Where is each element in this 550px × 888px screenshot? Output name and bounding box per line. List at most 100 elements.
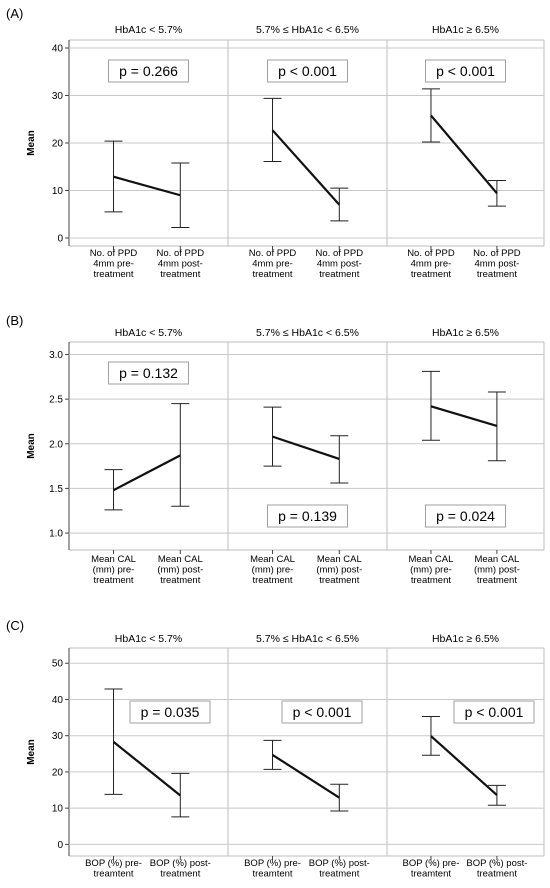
y-tick-label: 30 <box>52 731 64 742</box>
x-category-label: BOP (%) pre- <box>403 858 460 869</box>
x-category-label: BOP (%) post- <box>150 858 211 869</box>
y-tick-label: 1.5 <box>49 484 63 495</box>
x-category-label: treatment <box>477 869 517 880</box>
x-category-label: Mean CAL <box>474 554 519 565</box>
x-category-label: Mean CAL <box>250 554 295 565</box>
p-value-box <box>281 700 363 724</box>
panel-title: HbA1c ≥ 6.5% <box>432 24 499 36</box>
panel-3: HbA1c ≥ 6.5%Mean CAL(mm) pre-treatmentMe… <box>409 327 520 586</box>
x-category-label: treatment <box>319 869 359 880</box>
y-tick-label: 0 <box>57 840 63 851</box>
x-category-label: treatment <box>411 269 451 280</box>
panel-3: HbA1c ≥ 6.5% BOP (%) pre-treamtent BOP (%)… <box>403 633 535 880</box>
x-category-label: treatment <box>319 269 359 280</box>
x-category-label: No. of PPD <box>407 248 455 259</box>
x-category-label: 4mm pre- <box>252 259 293 270</box>
p-value-label: p < 0.001 <box>465 704 524 720</box>
panel-title: HbA1c ≥ 6.5% <box>432 327 499 339</box>
x-category-label: 4mm post- <box>158 259 203 270</box>
mean-line <box>113 175 181 197</box>
panel-2: 5.7% ≤ HbA1c < 6.5%Mean CAL(mm) pre-trea… <box>250 327 362 586</box>
x-category-label: treamtent <box>93 869 133 880</box>
x-category-label: Mean CAL <box>158 554 203 565</box>
y-tick-label: 2.0 <box>49 439 63 450</box>
p-value-box <box>425 504 506 528</box>
x-category-label: No. of PPD <box>249 248 297 259</box>
y-tick-label: 50 <box>52 659 64 670</box>
y-axis-label: Mean <box>26 433 37 459</box>
y-tick-label: 2.5 <box>49 395 63 406</box>
x-category-label: 4mm pre- <box>93 259 134 270</box>
figure-label: (A) <box>6 6 23 21</box>
x-category-label: treatment <box>160 575 200 586</box>
p-value-box <box>267 59 348 83</box>
chart-c: (C) 0 10 20 30 40 50 Mean HbA1c < 5.7% BOP (%) pr… <box>6 618 545 880</box>
x-category-label: BOP (%) pre- <box>244 858 301 869</box>
y-tick-label: 10 <box>52 804 64 815</box>
panel-title: 5.7% ≤ HbA1c < 6.5% <box>256 24 359 36</box>
panel-2: 5.7% ≤ HbA1c < 6.5% BOP (%) pre-treamtent… <box>244 633 370 880</box>
p-value-box <box>453 700 535 724</box>
x-category-label: treatment <box>160 869 200 880</box>
x-category-label: treatment <box>160 269 200 280</box>
y-tick-label: 40 <box>52 44 64 55</box>
chart-b: (B) 1.0 1.5 2.0 2.5 3.0 Mean HbA1c < 5.7% Mean C… <box>6 313 545 586</box>
panel-title: HbA1c < 5.7% <box>115 633 182 645</box>
p-value-label: p = 0.024 <box>436 508 495 524</box>
p-value-label: p = 0.035 <box>141 704 200 720</box>
x-category-label: (mm) pre- <box>93 565 135 576</box>
x-category-label: Mean CAL <box>91 554 136 565</box>
p-value-label: p = 0.132 <box>119 365 178 381</box>
p-value-label: p < 0.001 <box>278 63 337 79</box>
y-tick-label: 30 <box>52 91 64 102</box>
y-tick-label: 3.0 <box>49 350 63 361</box>
x-category-label: 4mm post- <box>317 259 362 270</box>
p-value-box <box>108 361 189 385</box>
panel-1: HbA1c < 5.7% BOP (%) pre-treamtent BOP (%)… <box>85 633 211 880</box>
x-category-label: (mm) post- <box>474 565 520 576</box>
y-axis-label: Mean <box>26 739 37 765</box>
mean-line <box>271 753 340 799</box>
x-category-label: No. of PPD <box>316 248 364 259</box>
panel-title: HbA1c < 5.7% <box>115 24 182 36</box>
mean-line <box>112 740 181 797</box>
figure-label: (C) <box>6 618 24 633</box>
mean-line <box>430 114 498 195</box>
mean-line <box>113 454 181 492</box>
mean-line <box>272 435 340 460</box>
x-category-label: treamtent <box>252 869 292 880</box>
x-category-label: (mm) post- <box>316 565 362 576</box>
x-category-label: treatment <box>252 269 292 280</box>
p-value-box <box>108 59 189 83</box>
x-category-label: 4mm pre- <box>411 259 452 270</box>
x-category-label: treatment <box>477 269 517 280</box>
panel-title: 5.7% ≤ HbA1c < 6.5% <box>256 633 359 645</box>
p-value-box <box>129 700 211 724</box>
x-category-label: BOP (%) post- <box>309 858 370 869</box>
y-tick-label: 10 <box>52 186 64 197</box>
y-axis-label: Mean <box>26 130 37 156</box>
panel-title: HbA1c ≥ 6.5% <box>432 633 499 645</box>
x-category-label: treatment <box>477 575 517 586</box>
x-category-label: 4mm post- <box>474 259 519 270</box>
x-category-label: Mean CAL <box>317 554 362 565</box>
x-category-label: treatment <box>93 575 133 586</box>
y-tick-label: 0 <box>57 234 63 245</box>
x-category-label: treatment <box>93 269 133 280</box>
y-tick-label: 40 <box>52 695 64 706</box>
mean-line <box>271 129 341 206</box>
p-value-box <box>425 59 506 83</box>
x-category-label: No. of PPD <box>157 248 205 259</box>
mean-line <box>430 735 498 796</box>
p-value-box <box>267 504 348 528</box>
x-category-label: treamtent <box>411 869 451 880</box>
y-tick-label: 1.0 <box>49 529 63 540</box>
y-tick-label: 20 <box>52 139 64 150</box>
x-category-label: (mm) pre- <box>410 565 452 576</box>
x-category-label: No. of PPD <box>90 248 138 259</box>
p-value-label: p = 0.139 <box>278 508 337 524</box>
x-category-label: (mm) pre- <box>252 565 294 576</box>
